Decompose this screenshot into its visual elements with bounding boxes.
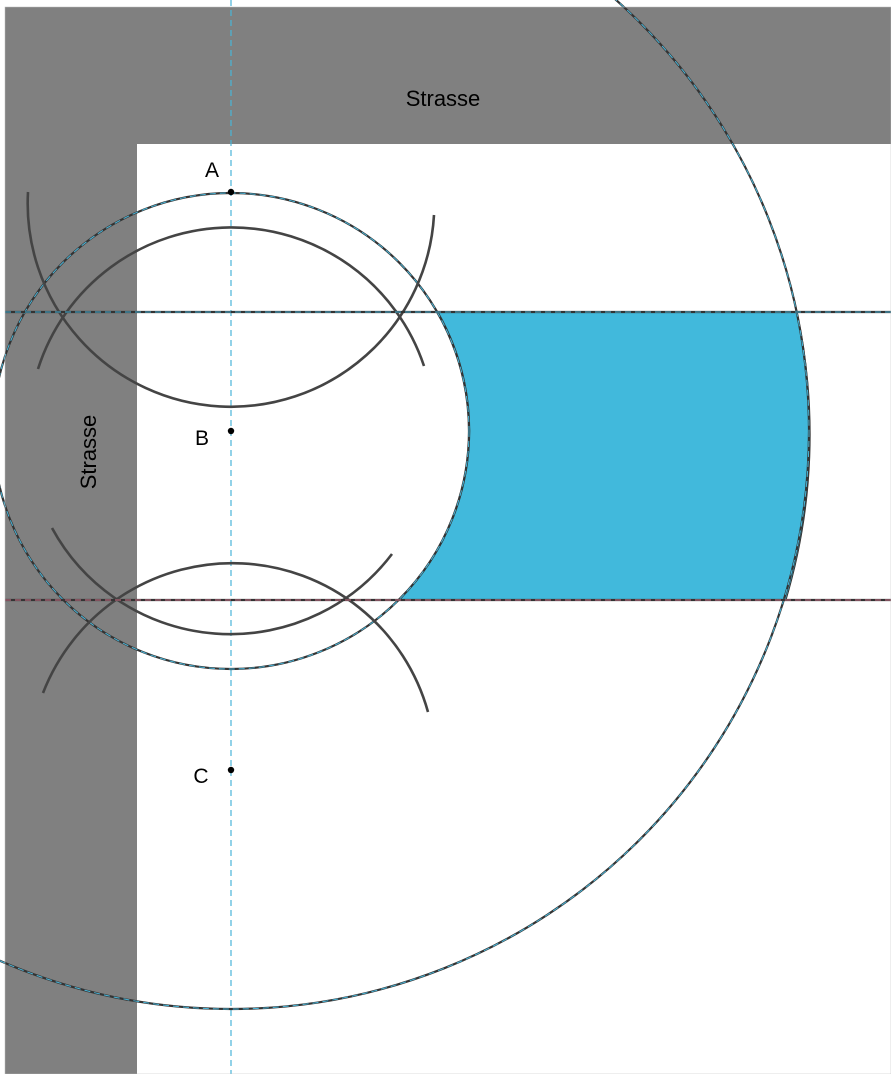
upper-arc-2 (36, 226, 426, 370)
large-circle-dash (0, 0, 810, 1010)
top-street (5, 7, 891, 144)
top-street-label: Strasse (406, 86, 481, 111)
point-b (227, 427, 235, 435)
left-street-label: Strasse (76, 415, 101, 490)
label-c: C (193, 765, 208, 788)
label-a: A (205, 159, 219, 182)
left-street (5, 7, 137, 1074)
point-c (227, 766, 235, 774)
lower-arc-1 (50, 527, 394, 636)
point-a (227, 188, 235, 196)
lower-arc-2 (41, 561, 430, 713)
upper-arc-1 (26, 191, 436, 409)
label-b: B (195, 427, 209, 450)
shaded-region (397, 311, 811, 601)
canvas-border (4, 6, 891, 1074)
